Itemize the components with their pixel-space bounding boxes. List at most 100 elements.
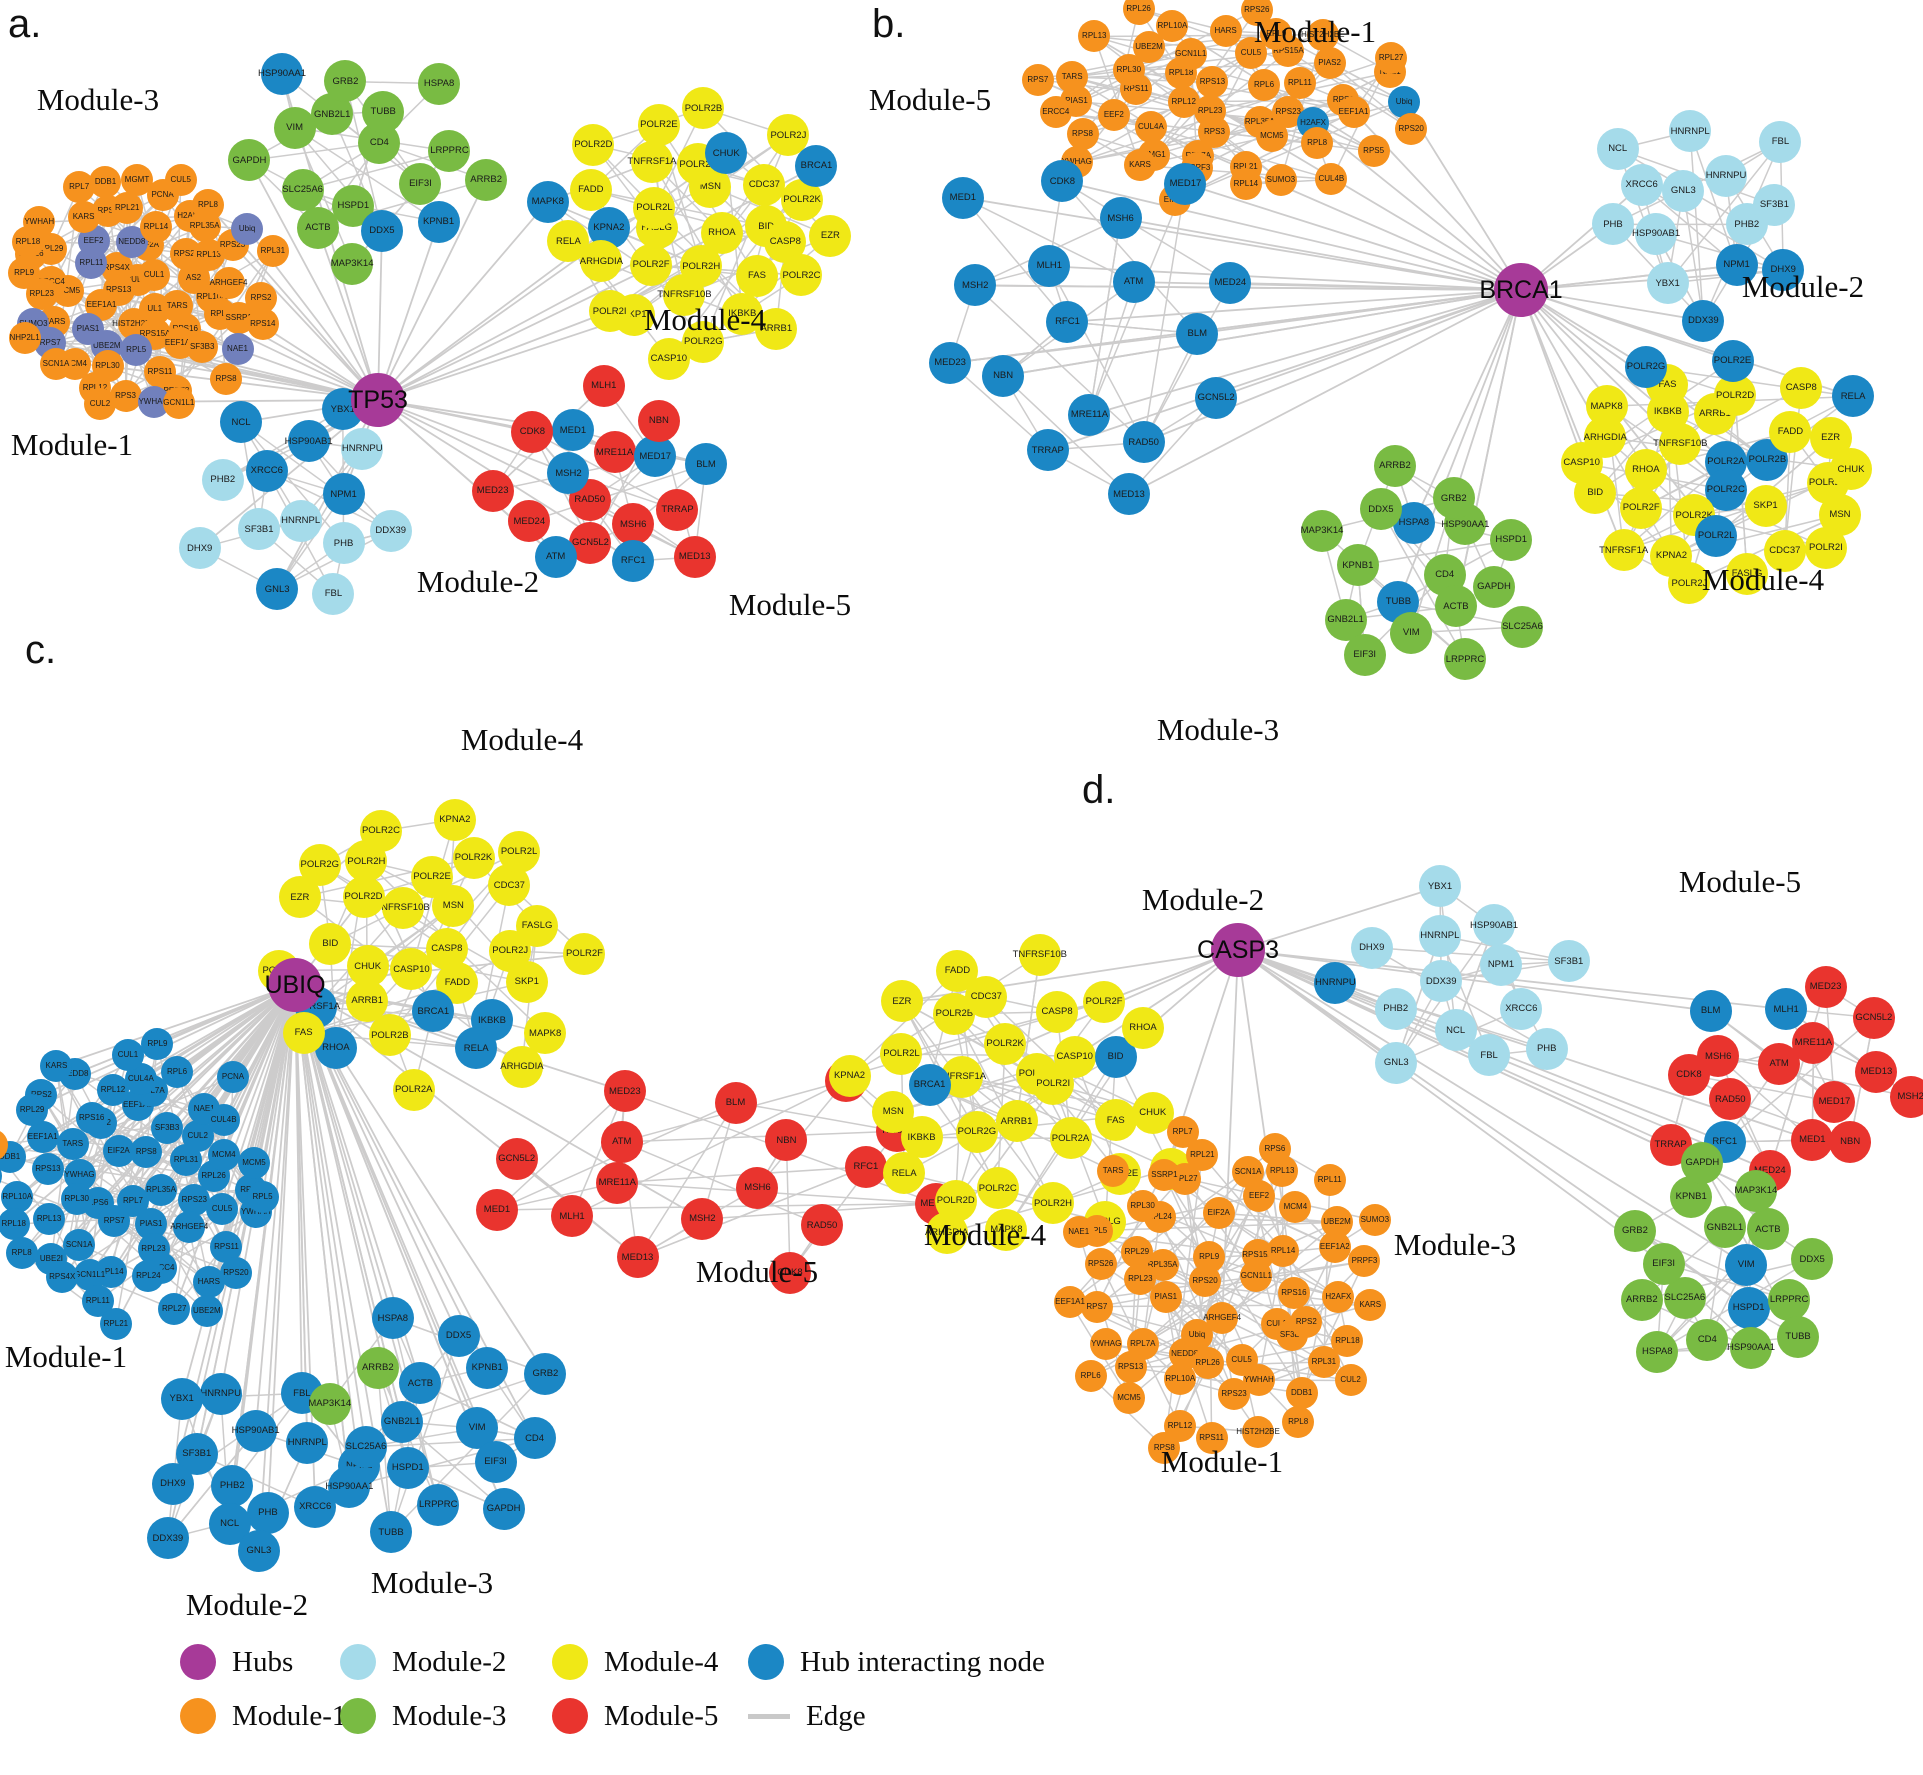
node-kpnb1[interactable]: KPNB1 <box>1670 1176 1713 1219</box>
node-polr2k[interactable]: POLR2K <box>984 1022 1027 1065</box>
node-arrb2[interactable]: ARRB2 <box>465 159 508 202</box>
node-mapk8[interactable]: MAPK8 <box>985 1208 1028 1251</box>
node-ybx1[interactable]: YBX1 <box>1418 865 1461 908</box>
node-faslg[interactable]: FASLG <box>1726 552 1769 595</box>
node-arhgef4[interactable]: ARHGEF4 <box>170 1211 208 1244</box>
node-msh2[interactable]: MSH2 <box>681 1198 724 1241</box>
node-polr2f[interactable]: POLR2F <box>630 243 673 286</box>
node-gcn5l2[interactable]: GCN5L2 <box>495 1138 538 1181</box>
node-trrap[interactable]: TRRAP <box>1026 429 1069 472</box>
node-gcn5l2[interactable]: GCN5L2 <box>1852 996 1895 1039</box>
node-kpna2[interactable]: KPNA2 <box>433 798 476 841</box>
node-nbn[interactable]: NBN <box>1829 1120 1872 1163</box>
node-gcn1l1[interactable]: GCN1L1 <box>1174 38 1207 71</box>
node-hnrnpl[interactable]: HNRNPL <box>1418 914 1461 957</box>
node-hspd1[interactable]: HSPD1 <box>1490 519 1533 562</box>
node-hsp90ab1[interactable]: HSP90AB1 <box>285 420 333 463</box>
node-tars[interactable]: TARS <box>1056 60 1089 93</box>
node-polr2b[interactable]: POLR2B <box>682 87 725 130</box>
node-kpna2[interactable]: KPNA2 <box>828 1054 871 1097</box>
node-eif3i[interactable]: EIF3I <box>474 1441 517 1484</box>
node-dhx9[interactable]: DHX9 <box>1350 926 1393 969</box>
hub-node-ubiq[interactable]: UBIQ <box>264 958 326 1012</box>
node-trrap[interactable]: TRRAP <box>656 489 699 532</box>
node-npm1[interactable]: NPM1 <box>322 473 365 516</box>
node-rpl26[interactable]: RPL26 <box>1191 1347 1224 1380</box>
node-med24[interactable]: MED24 <box>1209 261 1252 304</box>
node-rpl11[interactable]: RPL11 <box>1313 1164 1346 1197</box>
node-ssrp1[interactable]: SSRP1 <box>0 1159 3 1192</box>
node-hsp90ab1[interactable]: HSP90AB1 <box>232 1410 280 1453</box>
node-slc25a6[interactable]: SLC25A6 <box>344 1426 387 1469</box>
node-rpl29[interactable]: RPL29 <box>16 1093 49 1126</box>
node-chuk[interactable]: CHUK <box>1829 448 1872 491</box>
node-msh6[interactable]: MSH6 <box>612 503 655 546</box>
node-sumo3[interactable]: SUMO3 <box>1358 1204 1391 1237</box>
node-ddx39[interactable]: DDX39 <box>1682 299 1725 342</box>
node-arrb2[interactable]: ARRB2 <box>1373 444 1416 487</box>
node-xrcc6[interactable]: XRCC6 <box>1620 164 1663 207</box>
node-npm1[interactable]: NPM1 <box>1715 244 1758 287</box>
node-casp8[interactable]: CASP8 <box>1036 990 1079 1033</box>
node-nhp2l1[interactable]: NHP2L1 <box>8 322 41 355</box>
node-eif2a[interactable]: EIF2A <box>102 1135 135 1168</box>
node-gapdh[interactable]: GAPDH <box>1681 1141 1724 1184</box>
node-rpl26[interactable]: RPL26 <box>1122 0 1155 26</box>
node-rpl8[interactable]: RPL8 <box>191 188 224 221</box>
node-cdk8[interactable]: CDK8 <box>511 410 554 453</box>
node-rps11[interactable]: RPS11 <box>1195 1421 1228 1454</box>
node-mlh1[interactable]: MLH1 <box>551 1195 594 1238</box>
node-arrb1[interactable]: ARRB1 <box>995 1100 1038 1143</box>
node-rps8[interactable]: RPS8 <box>1148 1431 1181 1464</box>
node-polr2f[interactable]: POLR2F <box>1083 980 1126 1023</box>
node-gnl3[interactable]: GNL3 <box>237 1530 280 1573</box>
node-polr2k[interactable]: POLR2K <box>452 837 495 880</box>
node-arhgdia[interactable]: ARHGDIA <box>925 1212 968 1255</box>
node-ddx5[interactable]: DDX5 <box>360 209 403 252</box>
node-grb2[interactable]: GRB2 <box>524 1352 567 1395</box>
node-vim[interactable]: VIM <box>1390 611 1433 654</box>
node-med1[interactable]: MED1 <box>941 176 984 219</box>
node-ywhag[interactable]: YWHAG <box>1090 1327 1123 1360</box>
node-hnrnpu[interactable]: HNRNPU <box>199 1372 242 1415</box>
node-actb[interactable]: ACTB <box>1746 1208 1789 1251</box>
node-rpl27[interactable]: RPL27 <box>1375 42 1408 75</box>
node-blm[interactable]: BLM <box>1689 989 1732 1032</box>
node-atm[interactable]: ATM <box>600 1120 643 1163</box>
node-tnfrsf10b[interactable]: TNFRSF10B <box>657 273 712 316</box>
node-cdk8[interactable]: CDK8 <box>768 1251 811 1294</box>
node-sf3b3[interactable]: SF3B3 <box>151 1111 184 1144</box>
node-slc25a6[interactable]: SLC25A6 <box>281 168 324 211</box>
node-polr2i[interactable]: POLR2I <box>1804 526 1847 569</box>
node-fas[interactable]: FAS <box>1094 1099 1137 1142</box>
node-rpl10a[interactable]: RPL10A <box>1164 1363 1197 1396</box>
node-msh6[interactable]: MSH6 <box>1099 197 1142 240</box>
node-gcn5l2[interactable]: GCN5L2 <box>1195 376 1238 419</box>
node-rps13[interactable]: RPS13 <box>1196 66 1229 99</box>
node-tnfrsf10b[interactable]: TNFRSF10B <box>375 887 430 930</box>
node-rhoa[interactable]: RHOA <box>1121 1006 1164 1049</box>
node-gnl3[interactable]: GNL3 <box>1662 170 1705 213</box>
node-rpl12[interactable]: RPL12 <box>1167 85 1200 118</box>
node-hnrnpu[interactable]: HNRNPU <box>1314 962 1357 1005</box>
node-msh2[interactable]: MSH2 <box>547 452 590 495</box>
node-polr2g[interactable]: POLR2G <box>1625 346 1668 389</box>
node-grb2[interactable]: GRB2 <box>324 60 367 103</box>
node-scn1a[interactable]: SCN1A <box>63 1228 96 1261</box>
node-polr2l[interactable]: POLR2L <box>633 187 676 230</box>
node-tubb[interactable]: TUBB <box>370 1511 412 1554</box>
node-fadd[interactable]: FADD <box>936 949 979 992</box>
node-kars[interactable]: KARS <box>40 1050 73 1083</box>
node-rhoa[interactable]: RHOA <box>1624 448 1667 491</box>
node-cul1[interactable]: CUL1 <box>111 1039 144 1072</box>
node-polr2a[interactable]: POLR2A <box>392 1069 435 1112</box>
node-ncl[interactable]: NCL <box>1596 128 1639 171</box>
node-xrcc6[interactable]: XRCC6 <box>245 450 288 493</box>
node-lrpprc[interactable]: LRPPRC <box>417 1484 460 1527</box>
node-hist2h2be[interactable]: HIST2H2BE <box>1236 1415 1280 1448</box>
node-med24[interactable]: MED24 <box>508 500 551 543</box>
node-mre11a[interactable]: MRE11A <box>1792 1021 1835 1064</box>
node-med23[interactable]: MED23 <box>603 1070 646 1113</box>
node-h2afx[interactable]: H2AFX <box>1322 1280 1355 1313</box>
node-rpl10a[interactable]: RPL10A <box>1156 10 1189 43</box>
